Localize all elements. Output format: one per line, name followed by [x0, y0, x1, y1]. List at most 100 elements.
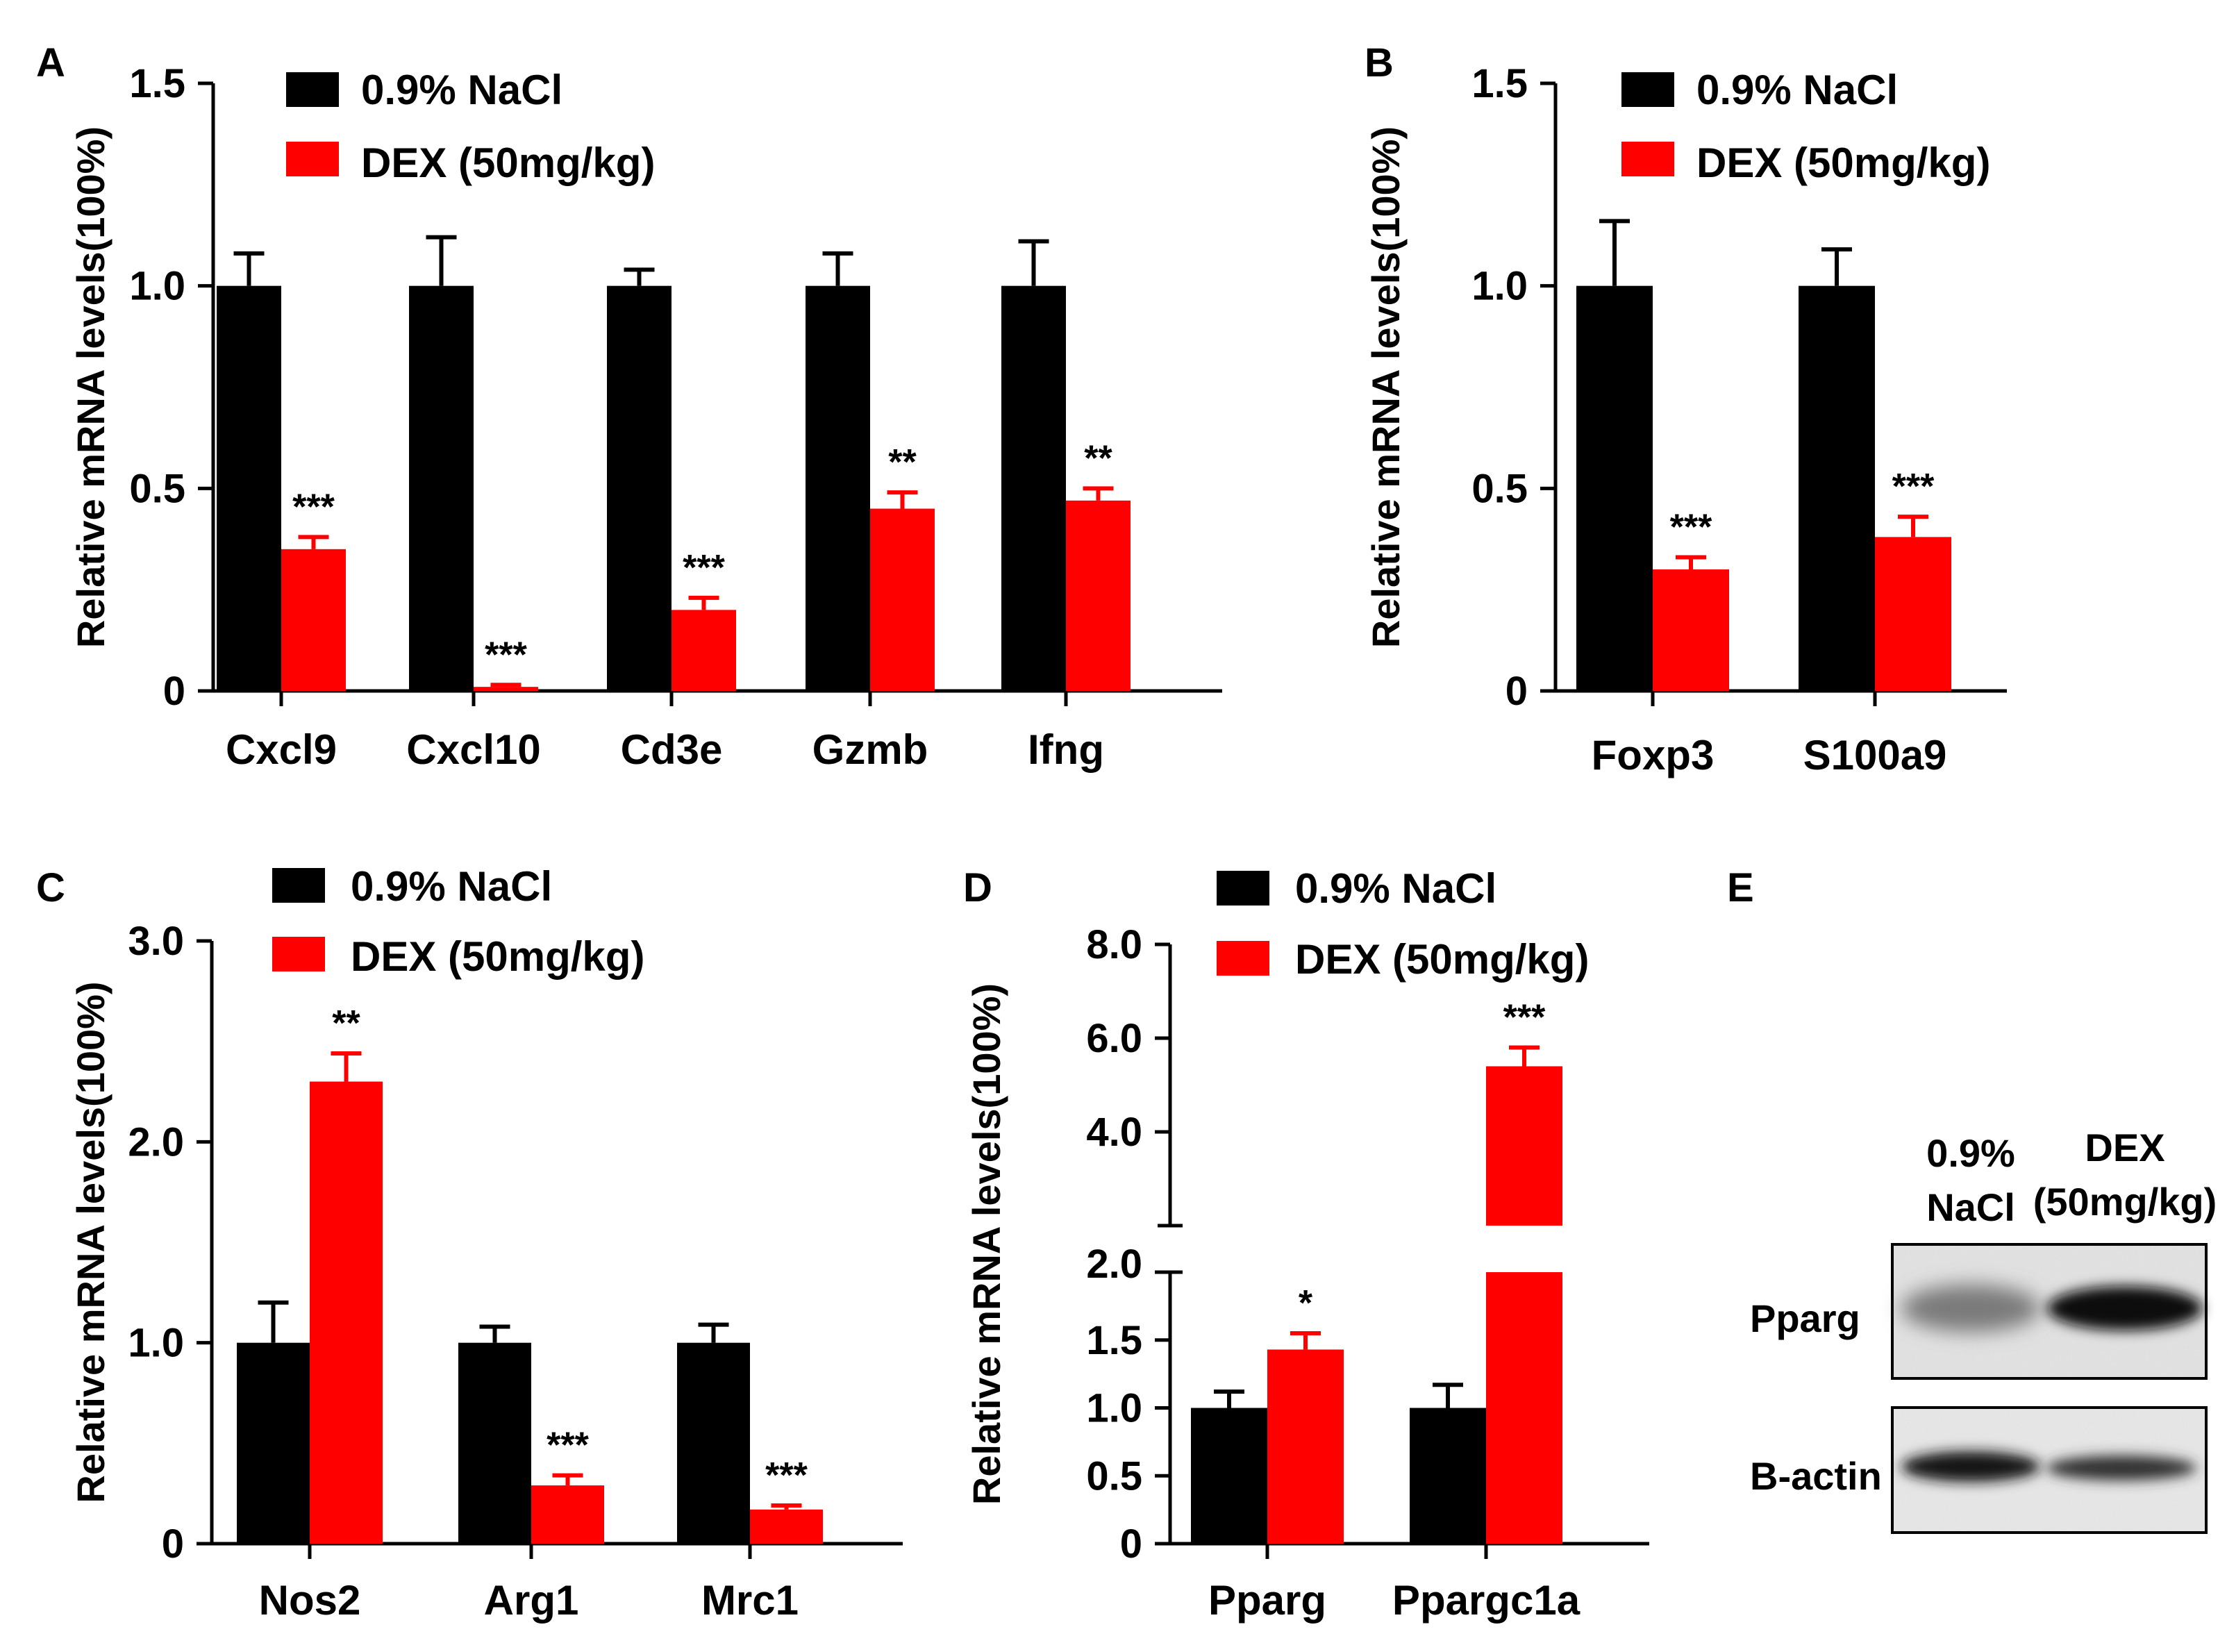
significance-ifng: **	[1084, 438, 1112, 478]
panel-label-d: D	[963, 865, 992, 910]
significance-arg1: ***	[547, 1426, 589, 1466]
panel-label-c: C	[36, 865, 65, 910]
bar-treated-ppargc1a-lower	[1486, 1272, 1562, 1544]
bar-control-mrc1	[677, 1342, 750, 1544]
bar-treated-mrc1	[750, 1509, 823, 1544]
bar-control-s100a9	[1799, 285, 1875, 692]
y-tick-label: 4.0	[1086, 1110, 1142, 1155]
bar-treated-ifng	[1066, 500, 1131, 691]
y-axis-label: Relative mRNA levels(100%)	[965, 983, 1008, 1505]
chart-panel-d: Relative mRNA levels(100%) 0 0.5 1.0 1.5 2.0 4…	[965, 922, 1649, 1624]
x-tick-label-cxcl9: Cxcl9	[226, 726, 337, 773]
y-tick-label: 8.0	[1086, 922, 1142, 967]
blot-column-label-control-line2: NaCl	[1926, 1185, 2015, 1229]
bar-control-cxcl9	[217, 285, 281, 692]
bar-control-arg1	[458, 1342, 531, 1544]
bar-treated-ppargc1a-upper	[1486, 1066, 1562, 1226]
y-axis-label: Relative mRNA levels(100%)	[69, 981, 112, 1503]
x-tick-label-cd3e: Cd3e	[621, 726, 723, 773]
x-tick-label-foxp3: Foxp3	[1592, 732, 1715, 778]
legend-label-control: 0.9% NaCl	[361, 67, 562, 113]
y-tick-label: 1.0	[129, 264, 185, 309]
x-tick-label-arg1: Arg1	[484, 1577, 579, 1624]
bar-treated-nos2	[310, 1081, 383, 1544]
panel-label-a: A	[36, 40, 65, 85]
legend-label-treated: DEX (50mg/kg)	[1295, 936, 1589, 983]
blot-row-label-b-actin: B-actin	[1750, 1454, 1882, 1498]
legend-swatch-treated	[1621, 142, 1674, 176]
x-tick-label-mrc1: Mrc1	[701, 1577, 799, 1624]
legend-label-treated: DEX (50mg/kg)	[351, 933, 644, 980]
legend-swatch-treated	[272, 937, 325, 971]
y-tick-label: 0.5	[129, 466, 185, 511]
legend-label-treated: DEX (50mg/kg)	[1696, 140, 1990, 186]
legend-swatch-control	[272, 868, 325, 903]
bar-control-ppargc1a	[1410, 1408, 1486, 1544]
x-tick-label-pparg: Pparg	[1208, 1577, 1326, 1624]
significance-ppargc1a: ***	[1503, 998, 1546, 1038]
blot-column-label-treated-line1: DEX	[2085, 1126, 2165, 1169]
significance-gzmb: **	[888, 442, 917, 483]
x-tick-label-cxcl10: Cxcl10	[406, 726, 540, 773]
x-tick-label-ppargc1a: Ppargc1a	[1392, 1577, 1580, 1624]
blot-band-b-actin-treated	[2046, 1455, 2196, 1480]
significance-s100a9: ***	[1892, 467, 1935, 507]
bar-treated-cd3e	[672, 610, 736, 691]
x-tick-label-nos2: Nos2	[259, 1577, 361, 1624]
bar-control-gzmb	[806, 285, 870, 692]
y-axis-label: Relative mRNA levels(100%)	[69, 126, 112, 648]
bar-treated-cxcl10	[474, 687, 538, 691]
blot-band-pparg-control	[1901, 1285, 2040, 1332]
bar-treated-arg1	[531, 1485, 604, 1544]
y-tick-label: 1.0	[1086, 1386, 1142, 1431]
significance-mrc1: ***	[765, 1455, 808, 1496]
legend-swatch-treated	[1217, 941, 1269, 976]
y-tick-label: 3.0	[128, 919, 184, 964]
legend-swatch-control	[1621, 72, 1674, 107]
x-tick-label-s100a9: S100a9	[1803, 732, 1947, 778]
y-tick-label: 2.0	[128, 1119, 184, 1165]
bar-treated-cxcl9	[281, 549, 346, 691]
legend-panel-b: 0.9% NaCl DEX (50mg/kg)	[1621, 67, 1990, 186]
chart-panel-a: Relative mRNA levels(100%) 0 0.5 1.0 1.5 Cxcl…	[69, 61, 1222, 773]
legend-label-treated: DEX (50mg/kg)	[361, 140, 655, 186]
y-tick-label: 0.5	[1471, 466, 1528, 511]
legend-label-control: 0.9% NaCl	[1295, 865, 1496, 912]
legend-swatch-control	[1217, 871, 1269, 906]
bar-control-foxp3	[1576, 285, 1653, 692]
y-tick-label: 1.0	[128, 1321, 184, 1366]
bar-control-ifng	[1001, 285, 1066, 692]
blot-membrane-b-actin	[1891, 1406, 2208, 1534]
bar-treated-foxp3	[1653, 569, 1729, 691]
blot-band-b-actin-control	[1901, 1451, 2040, 1482]
y-tick-label: 0	[1120, 1521, 1142, 1567]
y-tick-label: 0	[162, 1521, 184, 1567]
panel-label-e: E	[1727, 865, 1754, 910]
y-tick-label: 1.0	[1471, 264, 1528, 309]
bar-treated-s100a9	[1875, 537, 1951, 691]
y-tick-label: 0.5	[1086, 1453, 1142, 1499]
legend-swatch-control	[286, 72, 339, 107]
y-tick-label: 0	[1505, 669, 1528, 714]
y-tick-label: 1.5	[1471, 61, 1528, 106]
legend-panel-a: 0.9% NaCl DEX (50mg/kg)	[286, 67, 655, 186]
y-axis-label: Relative mRNA levels(100%)	[1364, 126, 1408, 648]
y-tick-label: 2.0	[1086, 1242, 1142, 1287]
significance-cxcl9: ***	[292, 487, 335, 527]
chart-panel-b: Relative mRNA levels(100%) 0 0.5 1.0 1.5 Foxp…	[1364, 61, 2007, 778]
bar-treated-gzmb	[870, 508, 935, 691]
bar-control-cxcl10	[409, 285, 474, 692]
significance-nos2: **	[332, 1003, 360, 1044]
significance-foxp3: ***	[1670, 508, 1712, 548]
blot-membrane-pparg	[1891, 1243, 2208, 1380]
western-blot-panel: 0.9% NaCl DEX (50mg/kg) Pparg B-actin	[1750, 1126, 2217, 1534]
legend-swatch-treated	[286, 142, 339, 176]
significance-pparg: *	[1299, 1283, 1313, 1324]
y-tick-label: 0	[163, 669, 185, 714]
panel-label-b: B	[1365, 40, 1394, 85]
bar-control-pparg	[1191, 1408, 1267, 1544]
legend-panel-c: 0.9% NaCl DEX (50mg/kg)	[272, 863, 644, 980]
blot-column-label-control-line1: 0.9%	[1926, 1131, 2015, 1175]
y-tick-label: 1.5	[1086, 1318, 1142, 1363]
y-tick-label: 6.0	[1086, 1016, 1142, 1061]
